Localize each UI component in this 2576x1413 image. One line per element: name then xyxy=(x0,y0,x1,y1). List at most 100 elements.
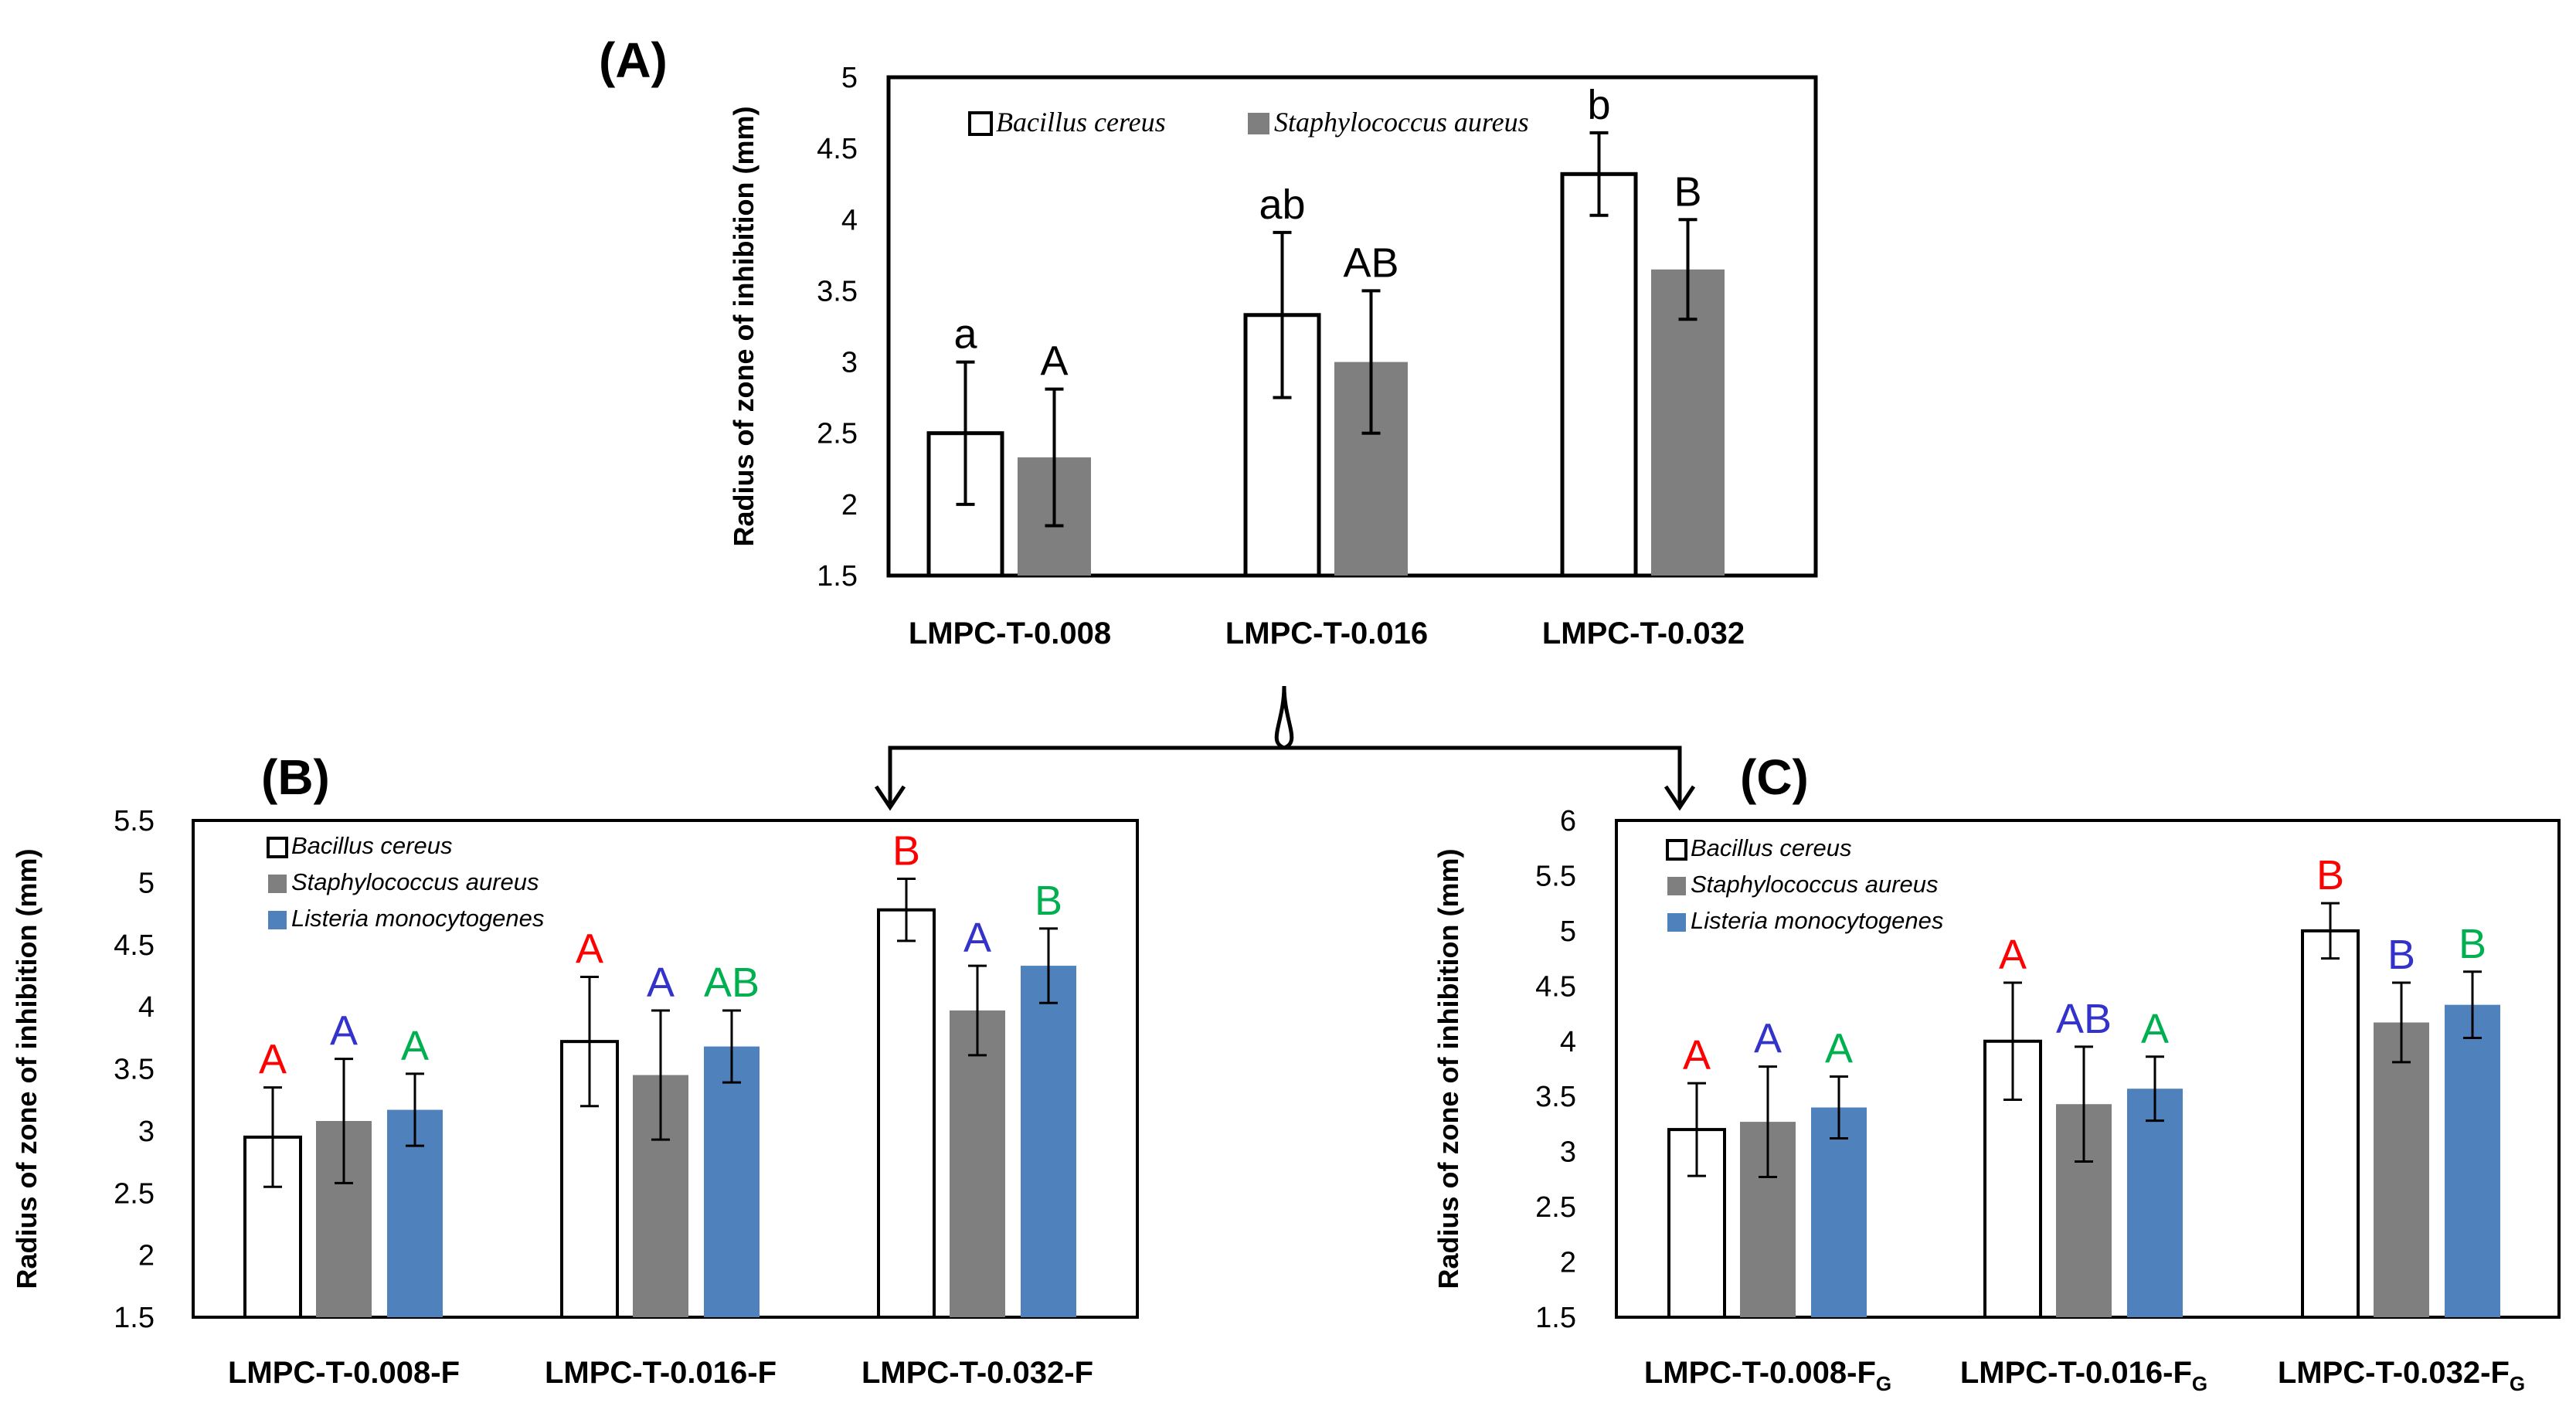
bar xyxy=(2127,1089,2183,1317)
legend-swatch xyxy=(1667,877,1686,895)
bar xyxy=(1811,1107,1867,1317)
y-tick-label: 4 xyxy=(138,991,155,1024)
category-text: LMPC-T-0.016 xyxy=(1225,616,1428,650)
bar xyxy=(2445,1004,2500,1317)
x-category-label: LMPC-T-0.032-F xyxy=(861,1356,1093,1390)
y-tick-label: 1.5 xyxy=(1535,1302,1576,1334)
panel-label: (B) xyxy=(261,749,330,805)
y-tick-label: 6 xyxy=(1560,805,1576,837)
arrow-to-panel-c xyxy=(1284,746,1682,803)
y-tick-label: 3 xyxy=(841,347,858,379)
legend-swatch xyxy=(968,111,993,136)
y-axis-label: Radius of zone of inhibition (mm) xyxy=(1432,849,1464,1289)
bar xyxy=(704,1046,760,1317)
category-subscript: G xyxy=(1876,1372,1891,1395)
y-tick-label: 5.5 xyxy=(114,805,155,837)
legend-entry: Staphylococcus aureus xyxy=(1691,871,1939,898)
arrow-head-b xyxy=(874,785,906,811)
x-category-label: LMPC-T-0.008 xyxy=(909,616,1111,650)
y-tick-label: 4.5 xyxy=(817,133,858,165)
x-category-label: LMPC-T-0.008-F xyxy=(228,1356,460,1390)
bar xyxy=(243,1135,302,1319)
arrow-head-c xyxy=(1664,785,1696,811)
legend-swatch xyxy=(268,875,287,893)
y-tick-label: 3.5 xyxy=(114,1054,155,1086)
x-category-label: LMPC-T-0.016-FG xyxy=(1960,1356,2207,1395)
category-subscript: G xyxy=(2510,1372,2525,1395)
significance-letter: A xyxy=(647,960,675,1006)
significance-letter: AB xyxy=(2056,996,2112,1042)
y-tick-label: 4.5 xyxy=(1535,970,1576,1003)
bar xyxy=(2374,1022,2429,1317)
y-tick-label: 2 xyxy=(841,489,858,521)
legend-entry: Bacillus cereus xyxy=(291,832,452,859)
bar xyxy=(1021,966,1076,1317)
significance-letter: AB xyxy=(704,960,760,1006)
significance-letter: AB xyxy=(1343,239,1398,286)
chart-panel-a: (A) Radius of zone of inhibition (mm) 1.5 2… xyxy=(599,32,1818,650)
y-axis-label: Radius of zone of inhibition (mm) xyxy=(728,107,760,547)
y-tick-label: 3.5 xyxy=(817,275,858,307)
legend-entry: Staphylococcus aureus xyxy=(1274,107,1529,138)
legend-swatch xyxy=(1248,113,1269,134)
legend-swatch xyxy=(1667,913,1686,932)
arrow-to-panel-b xyxy=(888,746,1284,803)
significance-letter: a xyxy=(953,311,977,358)
significance-letter: B xyxy=(892,828,920,875)
legend-entry: Staphylococcus aureus xyxy=(291,868,539,895)
category-text: LMPC-T-0.032-F xyxy=(2278,1356,2510,1390)
brace-connector xyxy=(1274,685,1294,750)
significance-letter: B xyxy=(1035,878,1062,924)
x-category-label: LMPC-T-0.008-FG xyxy=(1644,1356,1891,1395)
significance-letter: B xyxy=(2387,932,2415,978)
chart-panel-b: (B) Radius of zone of inhibition (mm) 1.5 2… xyxy=(11,749,1139,1390)
significance-letter: A xyxy=(1825,1026,1853,1072)
legend: Bacillus cereus Staphylococcus aureus xyxy=(968,107,1529,138)
legend-swatch xyxy=(267,837,288,858)
significance-letter: b xyxy=(1587,82,1610,128)
significance-letter: A xyxy=(2141,1006,2169,1052)
category-text: LMPC-T-0.008 xyxy=(909,616,1111,650)
significance-letter: A xyxy=(576,926,603,973)
y-tick-label: 3 xyxy=(138,1116,155,1148)
significance-letter: B xyxy=(2316,852,2344,898)
y-tick-label: 4 xyxy=(1560,1026,1576,1058)
y-tick-label: 2 xyxy=(1560,1247,1576,1279)
significance-letter: B xyxy=(2459,921,2486,967)
y-tick-label: 3 xyxy=(1560,1136,1576,1169)
significance-letter: ab xyxy=(1259,182,1305,228)
y-tick-label: 2.5 xyxy=(1535,1191,1576,1224)
significance-letter: A xyxy=(401,1023,429,1069)
legend-swatch xyxy=(268,911,287,929)
category-text: LMPC-T-0.016-F xyxy=(1960,1356,2192,1390)
category-text: LMPC-T-0.016-F xyxy=(545,1356,777,1390)
significance-letter: A xyxy=(1040,338,1068,385)
category-text: LMPC-T-0.008-F xyxy=(228,1356,460,1390)
y-tick-label: 2 xyxy=(138,1240,155,1272)
significance-letter: B xyxy=(1674,168,1701,215)
significance-letter: A xyxy=(330,1008,358,1055)
panel-label: (C) xyxy=(1740,749,1809,805)
x-category-label: LMPC-T-0.032 xyxy=(1542,616,1745,650)
category-text: LMPC-T-0.008-F xyxy=(1644,1356,1876,1390)
category-subscript: G xyxy=(2192,1372,2207,1395)
y-tick-label: 5 xyxy=(841,62,858,94)
category-text: LMPC-T-0.032-F xyxy=(861,1356,1093,1390)
x-category-label: LMPC-T-0.016-F xyxy=(545,1356,777,1390)
bar xyxy=(1560,172,1638,578)
significance-letter: A xyxy=(963,915,991,961)
bar xyxy=(877,908,936,1319)
y-tick-label: 2.5 xyxy=(817,418,858,450)
category-text: LMPC-T-0.032 xyxy=(1542,616,1745,650)
y-axis-label: Radius of zone of inhibition (mm) xyxy=(11,849,42,1289)
significance-letter: A xyxy=(1754,1016,1782,1062)
y-tick-label: 5.5 xyxy=(1535,860,1576,892)
significance-letter: A xyxy=(259,1037,287,1083)
significance-letter: A xyxy=(1683,1032,1711,1078)
connector-arrows xyxy=(874,685,1696,811)
y-tick-label: 2.5 xyxy=(114,1177,155,1210)
y-tick-label: 1.5 xyxy=(817,560,858,593)
y-tick-label: 4.5 xyxy=(114,929,155,962)
legend-entry: Listeria monocytogenes xyxy=(291,905,544,932)
